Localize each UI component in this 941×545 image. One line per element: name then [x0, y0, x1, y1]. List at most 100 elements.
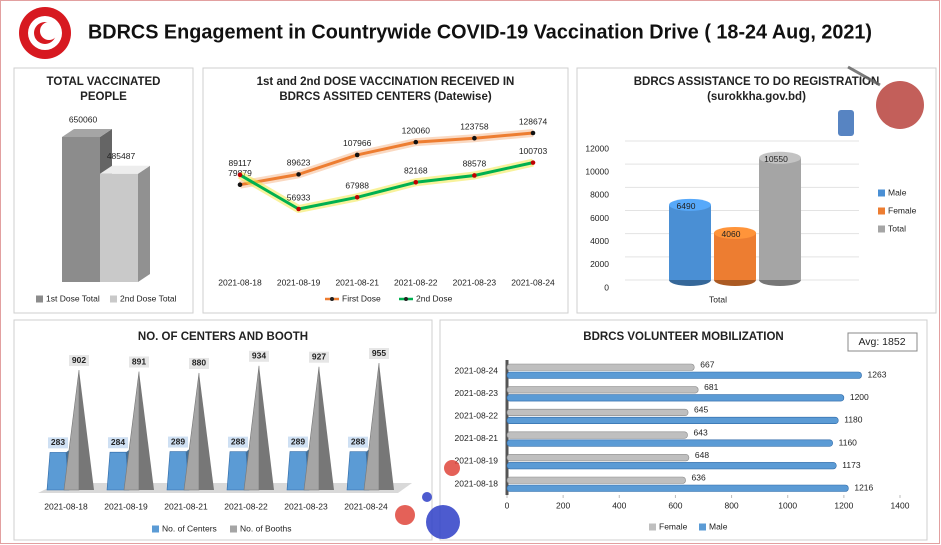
value-label: 902: [72, 355, 86, 365]
virus-icon: [876, 81, 924, 129]
x-tick-label: Total: [709, 294, 727, 304]
bar: [507, 387, 698, 394]
point: [531, 160, 536, 165]
y-tick-label: 12000: [585, 143, 609, 153]
chart-title: 1st and 2nd DOSE VACCINATION RECEIVED IN: [257, 76, 515, 88]
value-label: 891: [132, 356, 146, 366]
point: [355, 195, 360, 200]
point: [531, 131, 536, 136]
y-tick-label: 2021-08-23: [455, 388, 499, 398]
point: [472, 173, 477, 178]
value-label: 645: [694, 405, 708, 415]
x-tick-label: 2021-08-23: [284, 501, 328, 511]
y-tick-label: 2021-08-18: [455, 478, 499, 488]
legend-swatch: [110, 296, 117, 303]
value-label: 681: [704, 382, 718, 392]
legend-label: Male: [709, 521, 728, 531]
value-label: 88578: [463, 159, 487, 169]
virus-icon: [422, 492, 432, 502]
chart-title: PEOPLE: [80, 91, 127, 103]
y-tick-label: 2000: [590, 259, 609, 269]
bar: [507, 477, 686, 484]
value-label: 283: [51, 437, 65, 447]
legend-label: Total: [888, 223, 906, 233]
y-tick-label: 0: [604, 282, 609, 292]
chart-title: BDRCS VOLUNTEER MOBILIZATION: [583, 331, 783, 343]
bar: [507, 454, 689, 461]
value-label: 667: [700, 360, 714, 370]
value-label: 1160: [839, 437, 858, 447]
value-label: 100703: [519, 146, 548, 156]
value-label: 107966: [343, 138, 372, 148]
legend-swatch: [878, 190, 885, 197]
value-label: 82168: [404, 166, 428, 176]
x-tick-label: 400: [612, 500, 626, 510]
legend-marker: [404, 297, 408, 301]
value-label: 934: [252, 351, 266, 361]
value-label: 6490: [677, 201, 696, 211]
virus-icon: [395, 505, 415, 525]
legend-swatch: [878, 208, 885, 215]
legend-swatch: [230, 526, 237, 533]
x-tick-label: 2021-08-21: [335, 277, 379, 287]
value-label: 1263: [868, 370, 887, 380]
chart-title: BDRCS ASSITED CENTERS (Datewise): [279, 91, 492, 103]
value-label: 288: [231, 436, 245, 446]
page-title: BDRCS Engagement in Countrywide COVID-19…: [88, 21, 872, 43]
point: [296, 172, 301, 177]
logo: [19, 7, 71, 59]
legend-label: First Dose: [342, 293, 381, 303]
y-tick-label: 4000: [590, 236, 609, 246]
chart-title: BDRCS ASSISTANCE TO DO REGISTRATION: [634, 76, 880, 88]
value-label: 880: [192, 358, 206, 368]
x-tick-label: 1200: [834, 500, 853, 510]
bar: [100, 174, 138, 282]
value-label: 10550: [764, 154, 788, 164]
legend-label: 2nd Dose: [416, 293, 453, 303]
point: [472, 136, 477, 141]
x-tick-label: 2021-08-19: [277, 277, 321, 287]
value-label: 289: [171, 436, 185, 446]
bar: [507, 485, 848, 492]
chart-title: TOTAL VACCINATED: [47, 76, 161, 88]
value-label: 1200: [850, 392, 869, 402]
value-label: 4060: [722, 229, 741, 239]
x-tick-label: 200: [556, 500, 570, 510]
y-tick-label: 2021-08-21: [455, 433, 499, 443]
x-tick-label: 2021-08-22: [224, 501, 268, 511]
value-label: 128674: [519, 116, 548, 126]
value-label: 56933: [287, 192, 311, 202]
logo-crescent-cut: [40, 22, 58, 40]
x-tick-label: 2021-08-24: [511, 277, 555, 287]
bar: [507, 395, 844, 402]
value-label: 1180: [844, 415, 863, 425]
value-label: 648: [695, 450, 709, 460]
legend-swatch: [649, 524, 656, 531]
legend-swatch: [699, 524, 706, 531]
value-label: 123758: [460, 121, 489, 131]
y-tick-label: 2021-08-24: [455, 365, 499, 375]
legend-label: Female: [888, 205, 917, 215]
bar: [62, 137, 100, 282]
legend-label: 1st Dose Total: [46, 293, 100, 303]
value-label: 650060: [69, 114, 98, 124]
virus-icon: [444, 460, 460, 476]
value-label: 1216: [854, 483, 873, 493]
x-tick-label: 2021-08-18: [218, 277, 262, 287]
point: [414, 180, 419, 185]
bar: [507, 432, 687, 439]
legend-swatch: [878, 226, 885, 233]
point: [238, 173, 243, 178]
x-tick-label: 800: [724, 500, 738, 510]
x-tick-label: 2021-08-18: [44, 501, 88, 511]
panel: [440, 320, 927, 540]
bar: [507, 364, 694, 371]
legend-swatch: [36, 296, 43, 303]
value-label: 120060: [402, 125, 431, 135]
bar: [507, 372, 862, 379]
y-tick-label: 2021-08-22: [455, 410, 499, 420]
x-tick-label: 1400: [891, 500, 910, 510]
bar-side: [138, 166, 150, 282]
bar: [507, 409, 688, 416]
value-label: 1173: [842, 460, 861, 470]
